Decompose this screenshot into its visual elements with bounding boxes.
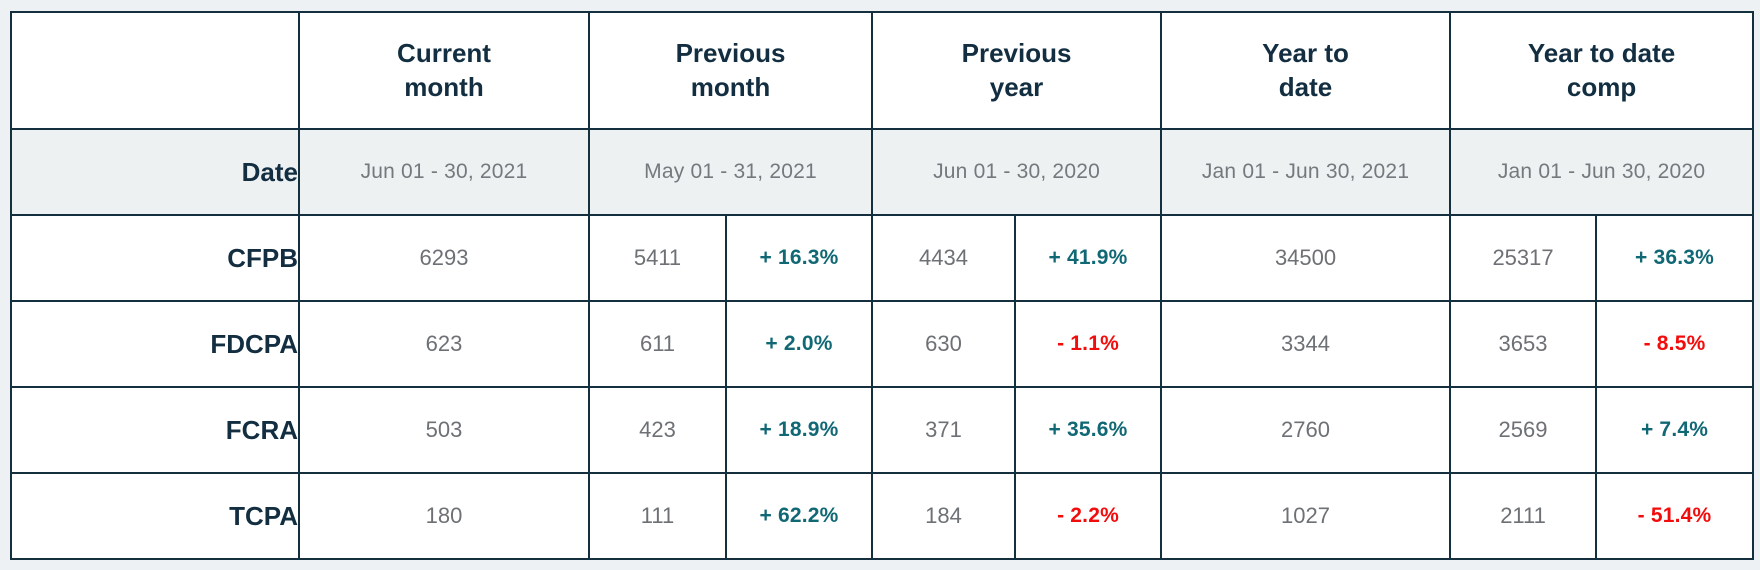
row-label-fdcpa: FDCPA: [10, 300, 300, 388]
complaints-stats-table-container: Current month Previous month Previous ye…: [10, 11, 1755, 560]
table-row-cfpb: CFPB 6293 5411 + 16.3% 4434 + 41.9% 3450…: [10, 214, 1755, 302]
fcra-previous-month-change: + 18.9%: [724, 386, 874, 474]
row-label-cfpb: CFPB: [10, 214, 300, 302]
tcpa-previous-year-change: - 2.2%: [1014, 472, 1163, 560]
tcpa-previous-month-value: 111: [588, 472, 727, 560]
fcra-year-to-date-comp-change: + 7.4%: [1595, 386, 1755, 474]
complaints-stats-table: Current month Previous month Previous ye…: [10, 11, 1755, 560]
date-year-to-date-comp: Jan 01 - Jun 30, 2020: [1449, 128, 1755, 216]
date-year-to-date: Jan 01 - Jun 30, 2021: [1160, 128, 1452, 216]
fdcpa-previous-month-change: + 2.0%: [724, 300, 874, 388]
cfpb-previous-year-change: + 41.9%: [1014, 214, 1163, 302]
cfpb-current-month-value: 6293: [298, 214, 590, 302]
tcpa-year-to-date-value: 1027: [1160, 472, 1452, 560]
header-row: Current month Previous month Previous ye…: [10, 11, 1755, 130]
fdcpa-current-month-value: 623: [298, 300, 590, 388]
table-row-fdcpa: FDCPA 623 611 + 2.0% 630 - 1.1% 3344 365…: [10, 300, 1755, 388]
row-label-fcra: FCRA: [10, 386, 300, 474]
date-current-month: Jun 01 - 30, 2021: [298, 128, 590, 216]
tcpa-previous-month-change: + 62.2%: [724, 472, 874, 560]
fcra-current-month-value: 503: [298, 386, 590, 474]
date-previous-year: Jun 01 - 30, 2020: [871, 128, 1163, 216]
fdcpa-previous-year-change: - 1.1%: [1014, 300, 1163, 388]
date-previous-month: May 01 - 31, 2021: [587, 128, 874, 216]
fdcpa-year-to-date-comp-change: - 8.5%: [1595, 300, 1755, 388]
cfpb-previous-year-value: 4434: [871, 214, 1017, 302]
row-label-tcpa: TCPA: [10, 472, 300, 560]
cfpb-previous-month-value: 5411: [588, 214, 727, 302]
fcra-previous-year-value: 371: [871, 386, 1017, 474]
fcra-previous-month-value: 423: [588, 386, 727, 474]
fdcpa-year-to-date-value: 3344: [1160, 300, 1452, 388]
tcpa-year-to-date-comp-value: 2111: [1449, 472, 1598, 560]
table-row-tcpa: TCPA 180 111 + 62.2% 184 - 2.2% 1027 211…: [10, 472, 1755, 560]
tcpa-year-to-date-comp-change: - 51.4%: [1595, 472, 1755, 560]
corner-cell: [10, 11, 300, 130]
cfpb-previous-month-change: + 16.3%: [724, 214, 874, 302]
fcra-year-to-date-value: 2760: [1160, 386, 1452, 474]
col-header-year-to-date-comp: Year to date comp: [1449, 11, 1755, 130]
col-header-previous-month: Previous month: [587, 11, 874, 130]
fdcpa-previous-year-value: 630: [871, 300, 1017, 388]
date-row: Date Jun 01 - 30, 2021 May 01 - 31, 2021…: [10, 128, 1755, 216]
fdcpa-year-to-date-comp-value: 3653: [1449, 300, 1598, 388]
cfpb-year-to-date-value: 34500: [1160, 214, 1452, 302]
date-row-label: Date: [10, 128, 300, 216]
fcra-year-to-date-comp-value: 2569: [1449, 386, 1598, 474]
col-header-previous-year: Previous year: [871, 11, 1163, 130]
tcpa-current-month-value: 180: [298, 472, 590, 560]
tcpa-previous-year-value: 184: [871, 472, 1017, 560]
fdcpa-previous-month-value: 611: [588, 300, 727, 388]
col-header-current-month: Current month: [298, 11, 590, 130]
cfpb-year-to-date-comp-value: 25317: [1449, 214, 1598, 302]
table-row-fcra: FCRA 503 423 + 18.9% 371 + 35.6% 2760 25…: [10, 386, 1755, 474]
cfpb-year-to-date-comp-change: + 36.3%: [1595, 214, 1755, 302]
fcra-previous-year-change: + 35.6%: [1014, 386, 1163, 474]
col-header-year-to-date: Year to date: [1160, 11, 1452, 130]
